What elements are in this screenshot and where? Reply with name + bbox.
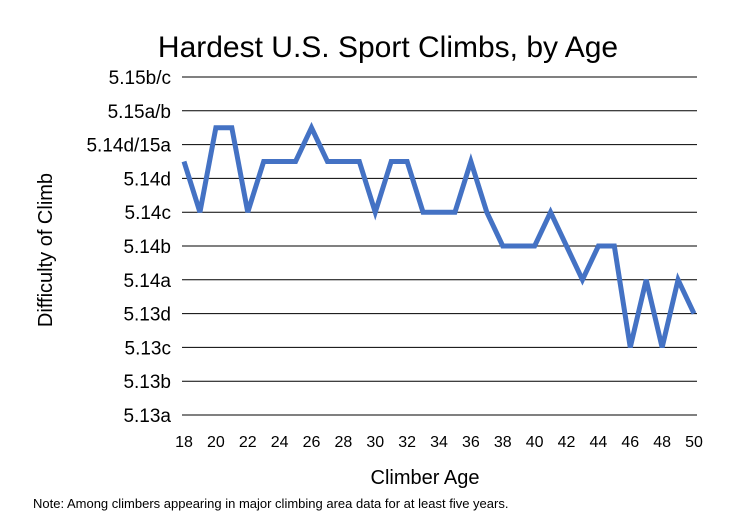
x-tick-label: 24 bbox=[271, 434, 289, 451]
x-tick-label: 30 bbox=[366, 434, 384, 451]
x-tick-label: 42 bbox=[558, 434, 576, 451]
x-tick-label: 20 bbox=[207, 434, 225, 451]
x-tick-label: 32 bbox=[398, 434, 416, 451]
x-tick-label: 44 bbox=[589, 434, 607, 451]
x-tick-label: 22 bbox=[239, 434, 257, 451]
x-axis-ticks: 18 20 22 24 26 28 30 32 34 36 38 40 42 44 46 48 50 bbox=[175, 434, 703, 451]
chart-note: Note: Among climbers appearing in major … bbox=[33, 496, 508, 511]
y-tick-label: 5.14b bbox=[123, 237, 171, 258]
y-axis-title: Difficulty of Climb bbox=[35, 173, 57, 327]
y-tick-label: 5.14d/15a bbox=[86, 136, 171, 157]
y-tick-label: 5.14a bbox=[123, 271, 171, 292]
y-tick-label: 5.13c bbox=[125, 338, 171, 359]
y-tick-label: 5.13b bbox=[123, 372, 171, 393]
x-tick-label: 50 bbox=[685, 434, 703, 451]
y-tick-label: 5.15b/c bbox=[109, 68, 171, 89]
y-tick-label: 5.13a bbox=[123, 406, 171, 427]
gridlines bbox=[182, 76, 697, 416]
y-tick-label: 5.14c bbox=[125, 203, 171, 224]
x-tick-label: 38 bbox=[494, 434, 512, 451]
y-tick-label: 5.15a/b bbox=[108, 102, 171, 123]
y-tick-label: 5.14d bbox=[123, 169, 171, 190]
x-tick-label: 28 bbox=[334, 434, 352, 451]
y-axis-ticks: 5.13a 5.13b 5.13c 5.13d 5.14a 5.14b 5.14c 5.14d… bbox=[86, 68, 171, 427]
x-axis-title: Climber Age bbox=[371, 467, 480, 489]
x-tick-label: 26 bbox=[303, 434, 321, 451]
x-tick-label: 48 bbox=[653, 434, 671, 451]
chart-title: Hardest U.S. Sport Climbs, by Age bbox=[158, 31, 618, 64]
x-tick-label: 36 bbox=[462, 434, 480, 451]
x-tick-label: 34 bbox=[430, 434, 448, 451]
y-tick-label: 5.13d bbox=[123, 305, 171, 326]
series-line-0 bbox=[181, 121, 697, 348]
x-tick-label: 18 bbox=[175, 434, 193, 451]
x-tick-label: 46 bbox=[621, 434, 639, 451]
series-group bbox=[181, 121, 697, 348]
x-tick-label: 40 bbox=[526, 434, 544, 451]
